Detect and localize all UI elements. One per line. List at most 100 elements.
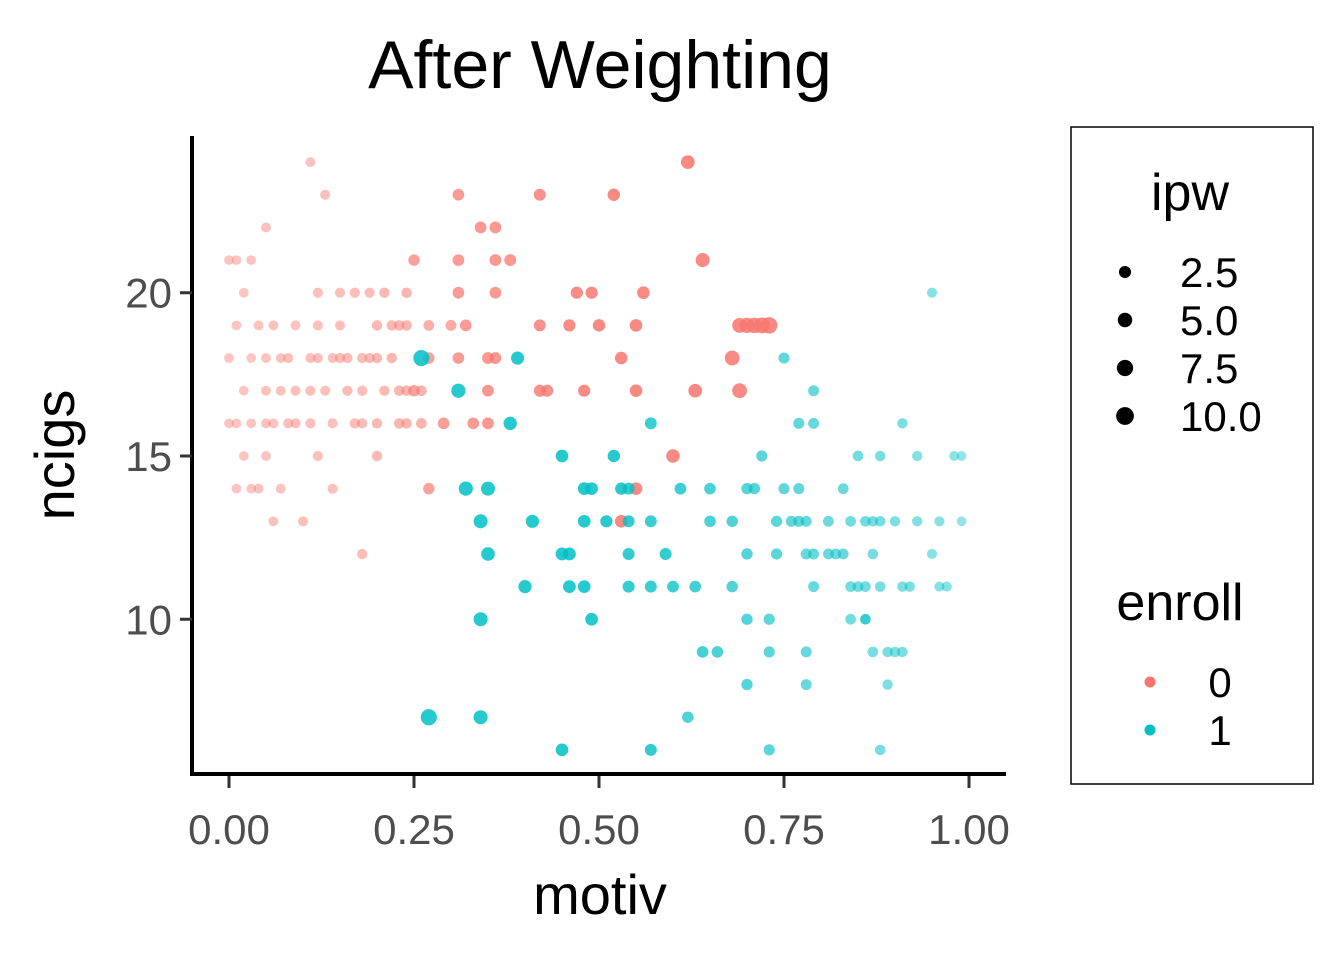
y-tick-label: 10 [125,596,172,643]
data-point-enroll-0 [724,350,740,366]
data-point-enroll-1 [770,548,783,560]
data-point-enroll-1 [726,580,738,593]
data-point-enroll-0 [408,384,420,397]
data-point-enroll-0 [629,319,643,332]
data-point-enroll-0 [290,320,301,331]
data-point-enroll-0 [357,352,368,364]
data-point-enroll-0 [393,320,405,331]
data-point-enroll-1 [808,417,820,429]
data-point-enroll-1 [644,580,657,593]
data-point-enroll-0 [533,319,546,332]
data-point-enroll-0 [401,418,412,429]
legend-size-key [1117,312,1133,328]
data-point-enroll-0 [246,255,257,265]
legend-size-title: ipw [1151,164,1229,222]
data-point-enroll-1 [860,613,871,625]
data-point-enroll-0 [452,188,465,201]
data-point-enroll-0 [283,352,294,364]
data-point-enroll-0 [629,384,643,398]
data-point-enroll-1 [956,516,967,527]
data-point-enroll-1 [562,547,576,561]
data-point-enroll-0 [482,384,494,397]
legend-color-title: enroll [1116,574,1243,632]
data-point-enroll-0 [275,385,286,396]
data-point-enroll-0 [342,385,353,396]
legend-size-label: 7.5 [1180,345,1238,392]
legend-color-entries: 01 [1144,659,1232,754]
data-point-enroll-0 [261,353,271,364]
data-point-enroll-0 [224,418,234,429]
data-point-enroll-0 [275,353,286,364]
data-point-enroll-0 [364,287,375,298]
data-point-enroll-0 [482,417,494,430]
legend-size-key [1118,265,1132,279]
data-point-enroll-1 [726,515,738,528]
data-point-enroll-1 [644,743,657,756]
data-point-enroll-0 [489,352,502,364]
data-point-enroll-1 [741,678,753,691]
data-point-enroll-0 [327,483,338,494]
y-tick-label: 15 [125,433,172,480]
data-point-enroll-1 [912,516,923,527]
data-point-enroll-0 [570,286,583,299]
data-point-enroll-0 [297,516,309,527]
chart-title: After Weighting [368,27,832,103]
data-point-enroll-1 [413,349,430,367]
data-point-enroll-1 [510,351,525,365]
data-point-enroll-0 [246,418,257,429]
data-point-enroll-1 [889,646,901,658]
data-point-enroll-1 [600,515,613,528]
data-point-enroll-0 [261,418,271,429]
data-point-enroll-0 [224,255,234,265]
data-point-enroll-1 [689,580,702,593]
y-tick-label: 20 [125,270,172,317]
data-point-enroll-1 [644,515,657,528]
data-point-enroll-1 [607,449,621,463]
data-point-enroll-0 [334,320,346,331]
data-point-enroll-0 [541,384,554,397]
x-axis-title: motiv [533,863,667,926]
data-point-enroll-0 [261,451,271,461]
data-point-enroll-0 [459,319,472,332]
data-point-enroll-1 [852,581,864,592]
data-point-enroll-1 [897,646,908,658]
data-point-enroll-1 [481,547,495,561]
x-axis-ticks: 0.00 0.25 0.50 0.75 1.00 [188,776,1010,853]
legend-color-label: 1 [1208,707,1231,754]
y-axis-title: ncigs [23,390,86,521]
data-point-enroll-1 [711,646,724,658]
data-point-enroll-0 [327,418,338,429]
data-point-enroll-0 [452,352,465,364]
data-point-enroll-1 [659,547,672,560]
data-point-enroll-0 [680,155,695,169]
data-point-enroll-0 [364,352,375,364]
data-point-enroll-0 [342,352,353,364]
data-point-enroll-0 [563,319,576,332]
data-point-enroll-1 [577,482,591,496]
legend-size-label: 2.5 [1180,249,1238,296]
data-point-enroll-0 [423,482,435,495]
data-point-enroll-0 [607,188,621,201]
data-point-enroll-1 [555,743,569,757]
data-point-enroll-0 [305,385,316,396]
data-point-enroll-1 [585,612,598,626]
data-point-enroll-1 [897,581,908,592]
data-point-enroll-0 [393,385,405,396]
data-point-enroll-1 [845,515,856,527]
legend-size-label: 5.0 [1180,297,1238,344]
data-point-enroll-0 [489,286,502,299]
data-point-enroll-0 [695,253,710,268]
data-point-enroll-0 [238,287,249,298]
data-point-enroll-0 [445,319,457,331]
data-point-enroll-1 [830,548,842,560]
data-point-enroll-1 [808,581,820,593]
data-point-enroll-1 [473,710,488,725]
data-point-enroll-0 [261,222,271,233]
data-point-enroll-0 [349,287,360,298]
data-point-enroll-0 [246,353,257,363]
data-point-enroll-1 [934,516,945,527]
legend-color-label: 0 [1208,659,1231,706]
data-point-enroll-1 [667,580,679,593]
data-point-enroll-0 [585,286,598,299]
data-point-enroll-0 [253,320,264,331]
